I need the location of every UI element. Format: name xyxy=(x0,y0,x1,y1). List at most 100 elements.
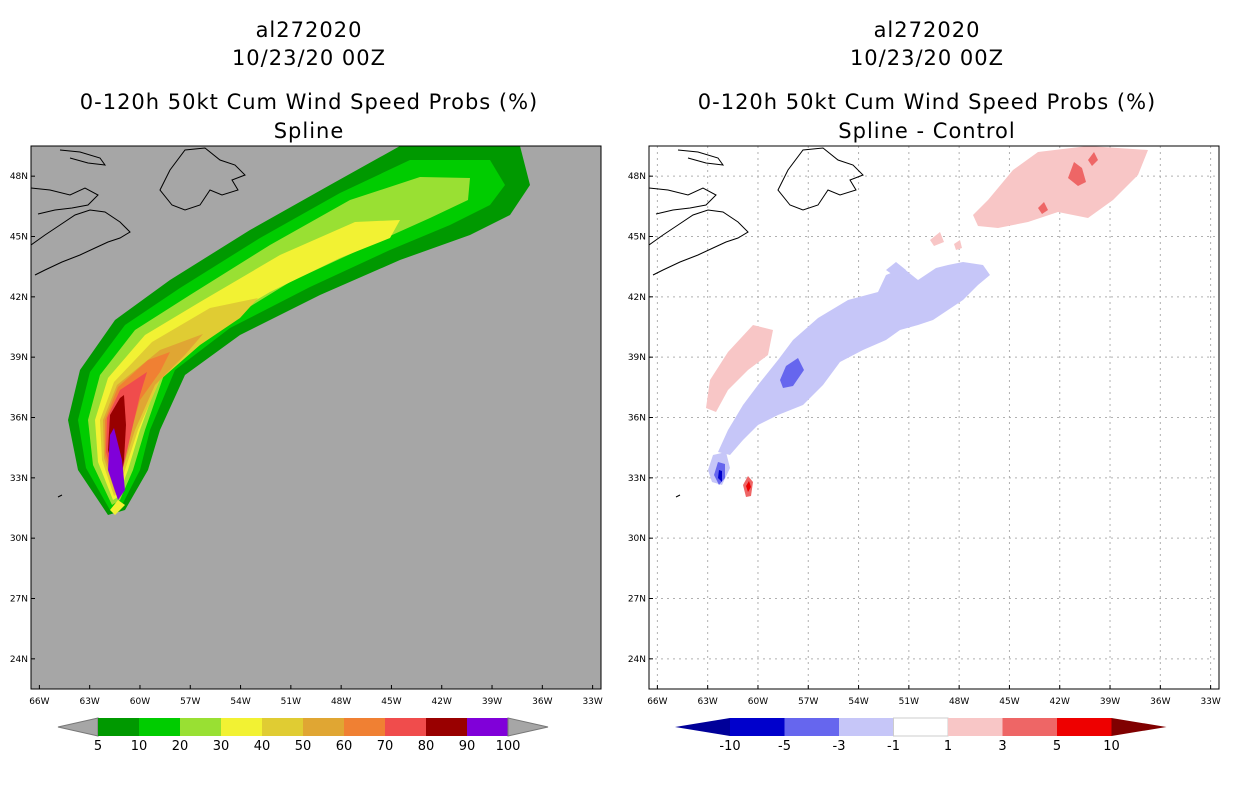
left-subtitle: Spline xyxy=(273,119,345,143)
lat-label: 27N xyxy=(10,595,28,605)
diff-negative-band xyxy=(718,262,990,455)
lat-label: 42N xyxy=(10,293,28,303)
lon-label: 63W xyxy=(79,697,99,707)
colorbar-swatch xyxy=(784,718,839,736)
lat-label: 27N xyxy=(628,595,646,605)
lon-label: 45W xyxy=(999,697,1019,707)
lat-label: 39N xyxy=(10,353,28,363)
colorbar-swatch xyxy=(98,718,139,736)
coastline-gulf xyxy=(31,187,99,215)
contour-90 xyxy=(108,428,125,500)
colorbar-swatch xyxy=(893,717,949,737)
colorbar-swatch xyxy=(1002,718,1057,736)
colorbar-swatch xyxy=(262,718,303,736)
right-subtitle: Spline - Control xyxy=(838,119,1016,143)
lat-label: 45N xyxy=(628,233,646,243)
lat-label: 30N xyxy=(628,534,646,544)
contour-ring xyxy=(110,500,125,515)
coastline-nova-scotia xyxy=(649,209,749,276)
lon-label: 36W xyxy=(1150,697,1170,707)
colorbar-label: 3 xyxy=(998,739,1006,754)
lat-label: 42N xyxy=(628,293,646,303)
lon-label: 54W xyxy=(230,697,250,707)
lat-label: 45N xyxy=(10,233,28,243)
left-product-title: 0-120h 50kt Cum Wind Speed Probs (%) xyxy=(79,90,539,114)
colorbar-swatch xyxy=(467,718,508,736)
left-map: 48N 45N 42N 39N 36N 33N 30N 27N 24N 66W 63W 60W 57W 5… xyxy=(10,145,603,754)
colorbar-high-arrow xyxy=(1111,718,1167,736)
colorbar-swatch xyxy=(180,718,221,736)
colorbar-label: 50 xyxy=(295,739,312,754)
coastline-labrador xyxy=(59,149,107,166)
colorbar-label: 5 xyxy=(94,739,102,754)
lon-label: 63W xyxy=(697,697,717,707)
colorbar-label: 10 xyxy=(1103,739,1120,754)
lat-label: 39N xyxy=(628,353,646,363)
lat-label: 48N xyxy=(10,172,28,182)
lon-label: 33W xyxy=(1200,697,1220,707)
colorbar-label: 30 xyxy=(213,739,230,754)
right-panel: al272020 10/23/20 00Z 0-120h 50kt Cum Wi… xyxy=(618,0,1236,800)
coastline-island xyxy=(57,494,63,498)
right-difference-contours xyxy=(706,146,1148,497)
coastline-island xyxy=(675,494,681,498)
left-coastlines xyxy=(31,147,246,498)
colorbar-swatch xyxy=(139,718,180,736)
diff-strong-positive-northeast-3 xyxy=(1038,202,1048,214)
colorbar-label: -1 xyxy=(887,739,900,754)
colorbar-swatch xyxy=(839,718,894,736)
coastline-labrador xyxy=(677,149,725,166)
colorbar-label: 70 xyxy=(377,739,394,754)
colorbar-label: 80 xyxy=(418,739,435,754)
lat-label: 24N xyxy=(628,655,646,665)
colorbar-label: -5 xyxy=(778,739,791,754)
colorbar-swatch xyxy=(221,718,262,736)
diff-positive-northeast xyxy=(973,146,1148,228)
diff-max-positive-south xyxy=(746,481,751,492)
right-product-title: 0-120h 50kt Cum Wind Speed Probs (%) xyxy=(697,90,1157,114)
colorbar-label: -3 xyxy=(833,739,846,754)
right-coastlines xyxy=(649,147,864,498)
colorbar-low-arrow xyxy=(675,718,730,736)
lon-label: 51W xyxy=(899,697,919,707)
colorbar-label: 100 xyxy=(496,739,521,754)
diff-strong-positive-northeast-2 xyxy=(1088,152,1098,166)
lat-label: 24N xyxy=(10,655,28,665)
lon-label: 57W xyxy=(798,697,818,707)
lat-label: 36N xyxy=(10,414,28,424)
lon-label: 66W xyxy=(29,697,49,707)
left-colorbar: 5 10 20 30 40 50 60 70 80 90 100 xyxy=(57,717,549,754)
lat-label: 30N xyxy=(10,534,28,544)
lon-label: 60W xyxy=(130,697,150,707)
colorbar-label: 40 xyxy=(254,739,271,754)
colorbar-swatch xyxy=(385,718,426,736)
colorbar-low-arrow xyxy=(57,717,99,737)
lat-label: 33N xyxy=(628,474,646,484)
diff-negative-north xyxy=(886,262,906,280)
right-storm-id: al272020 xyxy=(873,18,981,42)
right-axis-labels: 48N 45N 42N 39N 36N 33N 30N 27N 24N 66W 63W 60W 57W 5… xyxy=(628,172,1221,707)
colorbar-swatch xyxy=(303,718,344,736)
lon-label: 33W xyxy=(582,697,602,707)
colorbar-label: 90 xyxy=(459,739,476,754)
lon-label: 57W xyxy=(180,697,200,707)
colorbar-label: 20 xyxy=(172,739,189,754)
lon-label: 36W xyxy=(532,697,552,707)
lon-label: 66W xyxy=(647,697,667,707)
diff-strong-negative-center xyxy=(780,358,804,388)
coastline-newfoundland xyxy=(777,147,864,211)
diff-positive-speck-2 xyxy=(954,240,962,250)
colorbar-label: 1 xyxy=(944,739,952,754)
lon-label: 48W xyxy=(949,697,969,707)
lon-label: 48W xyxy=(331,697,351,707)
lon-label: 42W xyxy=(432,697,452,707)
coastline-newfoundland xyxy=(159,147,246,211)
colorbar-swatch xyxy=(344,718,385,736)
colorbar-label: -10 xyxy=(719,739,740,754)
lon-label: 54W xyxy=(848,697,868,707)
right-gridlines xyxy=(649,146,1219,689)
lon-label: 39W xyxy=(482,697,502,707)
lon-label: 51W xyxy=(281,697,301,707)
colorbar-swatch xyxy=(948,718,1003,736)
lat-label: 33N xyxy=(10,474,28,484)
